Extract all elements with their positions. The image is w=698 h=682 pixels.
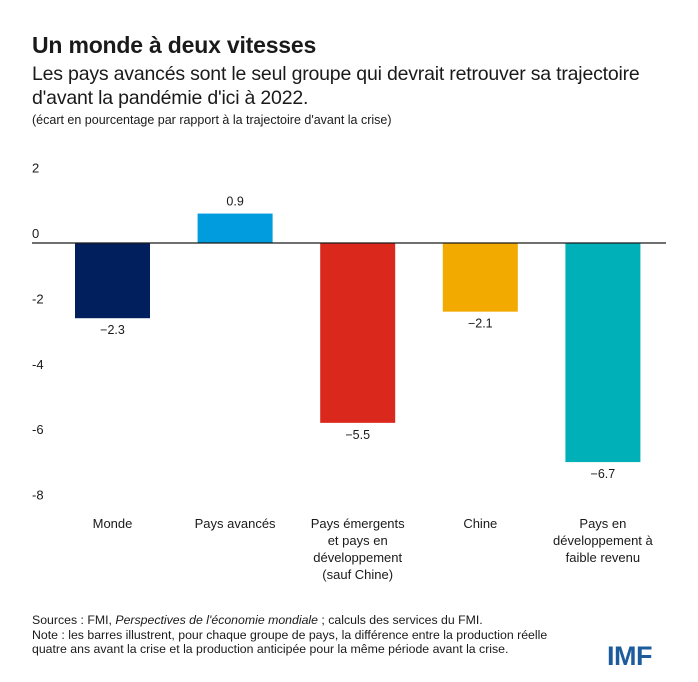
note-line-2: quatre ans avant la crise et la producti… — [32, 642, 509, 656]
bar — [565, 243, 641, 463]
y-tick-label: -4 — [32, 357, 44, 372]
category-label: Chine — [463, 516, 497, 531]
chart-title: Un monde à deux vitesses — [32, 32, 317, 58]
category-label: Pays en — [579, 516, 626, 531]
unit-note: (écart en pourcentage par rapport à la t… — [32, 113, 392, 127]
bar — [442, 243, 518, 312]
bar-value-label: −2.1 — [468, 317, 493, 331]
category-label: Monde — [93, 516, 133, 531]
bars — [75, 213, 641, 463]
bar-value-label: −2.3 — [100, 323, 125, 337]
bar-value-label: −5.5 — [345, 428, 370, 442]
y-axis-ticks: 2 0 -2 -4 -6 -8 — [32, 161, 44, 503]
y-tick-label: 0 — [32, 226, 39, 241]
bar — [320, 243, 396, 423]
chart-subtitle: Les pays avancés sont le seul groupe qui… — [32, 63, 640, 109]
sources-suffix: ; calculs des services du FMI. — [318, 613, 483, 627]
category-label: (sauf Chine) — [322, 567, 393, 582]
y-tick-label: -8 — [32, 488, 44, 503]
bar — [197, 213, 273, 243]
y-tick-label: -2 — [32, 291, 44, 306]
y-tick-label: -6 — [32, 422, 44, 437]
sources-prefix: Sources : FMI, — [32, 613, 116, 627]
imf-logo: IMF — [607, 641, 653, 671]
footer: Sources : FMI, Perspectives de l'économi… — [32, 613, 652, 657]
bar-value-label: −6.7 — [591, 467, 616, 481]
category-label: développement — [313, 550, 402, 565]
category-label: développement à — [553, 533, 654, 548]
note-line-1: Note : les barres illustrent, pour chaqu… — [32, 627, 548, 642]
category-label: Pays avancés — [195, 516, 276, 531]
bar-value-label: 0.9 — [226, 195, 243, 209]
category-label: et pays en — [328, 533, 388, 548]
sources-line: Sources : FMI, Perspectives de l'économi… — [32, 613, 652, 628]
category-label: faible revenu — [566, 550, 640, 565]
y-tick-label: 2 — [32, 161, 39, 176]
category-label: Pays émergents — [311, 516, 405, 531]
sources-publication: Perspectives de l'économie mondiale — [115, 613, 318, 627]
bar-chart: 2 0 -2 -4 -6 -8 −2.3 0.9 −5.5 −2.1 −6.7 Monde Pays… — [32, 161, 666, 582]
value-labels: −2.3 0.9 −5.5 −2.1 −6.7 — [100, 195, 615, 482]
category-labels: Monde Pays avancés Pays émergents et pays e… — [93, 516, 654, 582]
bar — [75, 243, 150, 319]
